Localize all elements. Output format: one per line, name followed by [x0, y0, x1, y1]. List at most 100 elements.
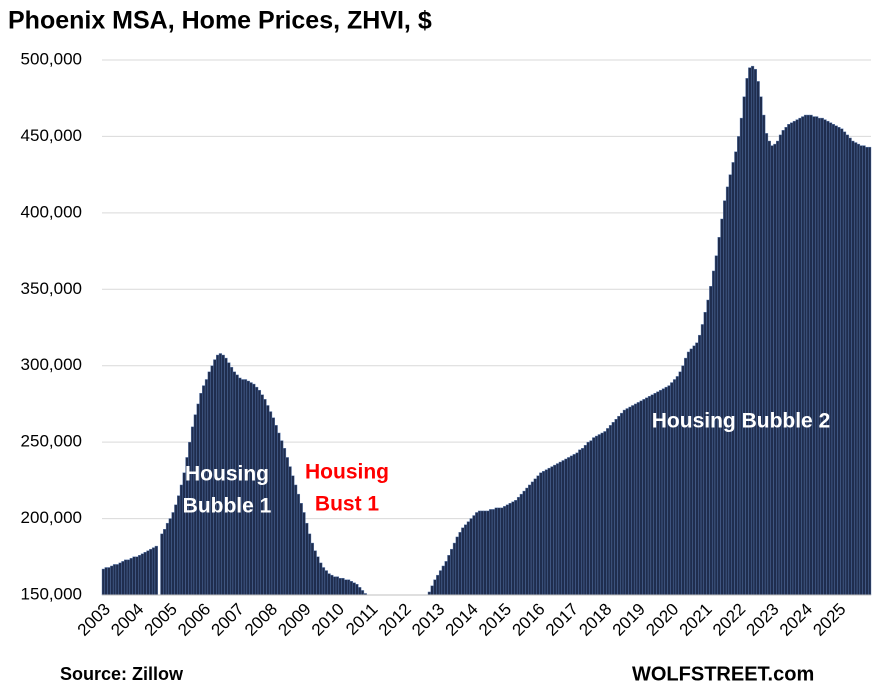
bar	[165, 522, 170, 596]
bar	[140, 553, 144, 596]
bar	[762, 114, 766, 596]
x-tick-label: 2015	[475, 600, 515, 640]
bar	[868, 146, 872, 596]
x-tick-label: 2010	[308, 600, 348, 640]
bar	[129, 558, 133, 596]
bar	[511, 501, 515, 596]
bar	[773, 143, 777, 596]
bar	[789, 122, 794, 596]
bar	[204, 379, 209, 596]
bar	[812, 116, 816, 596]
bar	[611, 422, 615, 596]
bar	[561, 460, 565, 596]
bar	[132, 556, 136, 596]
bar	[160, 533, 164, 596]
bar	[124, 559, 128, 596]
bar	[608, 425, 613, 596]
bar	[600, 432, 604, 596]
bar	[174, 504, 178, 596]
bar	[553, 464, 557, 596]
bar	[851, 140, 855, 596]
x-tick-label: 2003	[74, 600, 114, 640]
bar	[636, 402, 640, 596]
bar	[689, 348, 693, 596]
bar	[324, 570, 328, 596]
bar	[447, 555, 451, 596]
bar	[856, 143, 861, 596]
bar	[313, 550, 317, 596]
bar	[514, 500, 518, 596]
x-tick-label: 2007	[208, 600, 248, 640]
bar	[503, 506, 507, 596]
bar	[798, 117, 802, 596]
bar	[787, 123, 791, 596]
bar	[344, 579, 348, 596]
bar	[168, 518, 172, 596]
source: Source: Zillow	[60, 664, 184, 684]
bar	[723, 200, 727, 596]
bar	[489, 509, 493, 596]
bar	[706, 299, 710, 596]
bar	[338, 577, 342, 596]
bar	[163, 529, 167, 596]
bar	[539, 472, 543, 596]
annotation: Bust 1	[315, 493, 380, 516]
bar	[639, 400, 643, 596]
x-tick-label: 2021	[676, 600, 716, 640]
bar	[834, 125, 838, 596]
bar	[305, 522, 309, 596]
bar	[444, 561, 448, 596]
bar	[569, 455, 574, 596]
bar	[737, 136, 741, 596]
bar	[469, 518, 473, 596]
bar	[767, 140, 771, 596]
bar	[678, 371, 682, 596]
bar	[358, 587, 362, 596]
bar	[711, 270, 716, 596]
bar	[530, 481, 535, 596]
bar	[809, 114, 813, 596]
bar	[572, 454, 576, 596]
x-tick-label: 2017	[542, 600, 582, 640]
bar	[477, 510, 482, 596]
bar	[271, 417, 275, 596]
y-tick-label: 350,000	[21, 279, 82, 298]
bar	[564, 458, 568, 596]
bar	[645, 397, 649, 596]
bar	[633, 403, 638, 596]
bar	[104, 567, 108, 596]
bar	[628, 406, 632, 596]
bar	[177, 495, 181, 596]
x-tick-label: 2023	[743, 600, 783, 640]
bar	[126, 559, 131, 596]
bar	[516, 496, 521, 596]
bar	[792, 120, 796, 596]
bar	[575, 452, 579, 596]
bar	[555, 463, 560, 596]
bar	[296, 493, 301, 596]
bar	[725, 186, 730, 596]
bar	[436, 574, 440, 596]
bar	[770, 145, 774, 596]
bar	[831, 123, 835, 596]
bar	[341, 577, 345, 596]
bar	[578, 449, 582, 596]
bar	[202, 385, 206, 596]
bar	[455, 536, 459, 596]
bar	[101, 568, 105, 596]
bar	[848, 137, 852, 596]
bar	[544, 469, 548, 596]
bar	[748, 67, 752, 596]
bar	[823, 119, 827, 596]
x-tick-label: 2025	[809, 600, 849, 640]
bar	[815, 116, 819, 596]
bar	[592, 437, 596, 596]
bar	[466, 521, 470, 596]
bar	[360, 590, 365, 596]
bar	[135, 556, 139, 596]
bar	[519, 493, 523, 596]
bar	[603, 431, 607, 596]
bar	[698, 334, 702, 596]
bar	[764, 133, 769, 596]
bar	[252, 383, 256, 596]
